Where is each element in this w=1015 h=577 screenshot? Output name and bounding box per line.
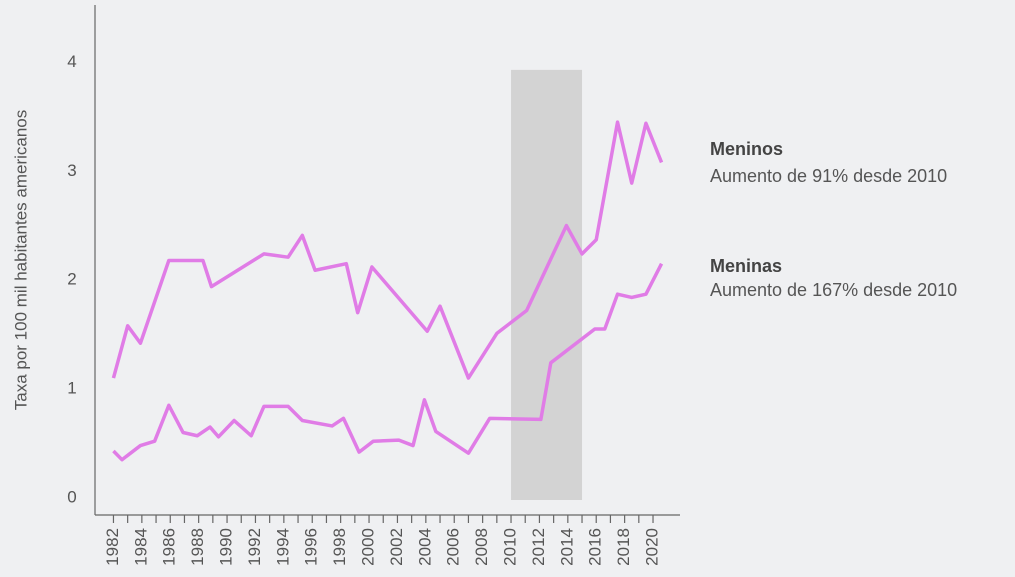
x-tick-label: 2020 — [643, 528, 662, 566]
x-tick-label: 2012 — [529, 528, 548, 566]
x-tick-label: 2014 — [557, 528, 576, 566]
y-tick-label: 2 — [67, 270, 76, 289]
legend-annotation: Aumento de 91% desde 2010 — [710, 166, 947, 186]
legend-name: Meninas — [710, 256, 782, 276]
legend-annotation: Aumento de 167% desde 2010 — [710, 280, 957, 300]
series-line — [112, 262, 664, 462]
y-axis-label: Taxa por 100 mil habitantes americanos — [11, 110, 30, 411]
x-tick-label: 1982 — [103, 528, 122, 566]
y-tick-label: 4 — [67, 52, 76, 71]
x-tick-label: 2016 — [586, 528, 605, 566]
x-tick-label: 2010 — [501, 528, 520, 566]
x-tick-label: 1984 — [131, 528, 150, 566]
series-line — [111, 120, 664, 380]
x-tick-label: 2008 — [472, 528, 491, 566]
legend-name: Meninos — [710, 139, 783, 159]
x-tick-label: 1996 — [302, 528, 321, 566]
y-tick-label: 0 — [67, 487, 76, 506]
x-tick-label: 1994 — [273, 528, 292, 566]
x-tick-label: 1998 — [330, 528, 349, 566]
highlight-band — [511, 69, 583, 500]
x-tick-label: 2002 — [387, 528, 406, 566]
x-tick-label: 2006 — [444, 528, 463, 566]
x-tick-label: 1992 — [245, 528, 264, 566]
x-tick-label: 1988 — [188, 528, 207, 566]
x-tick-label: 1986 — [160, 528, 179, 566]
y-tick-label: 1 — [67, 379, 76, 398]
y-tick-label: 3 — [67, 161, 76, 180]
x-tick-label: 2004 — [415, 528, 434, 566]
x-tick-label: 2000 — [359, 528, 378, 566]
x-tick-label: 1990 — [217, 528, 236, 566]
x-tick-label: 2018 — [614, 528, 633, 566]
